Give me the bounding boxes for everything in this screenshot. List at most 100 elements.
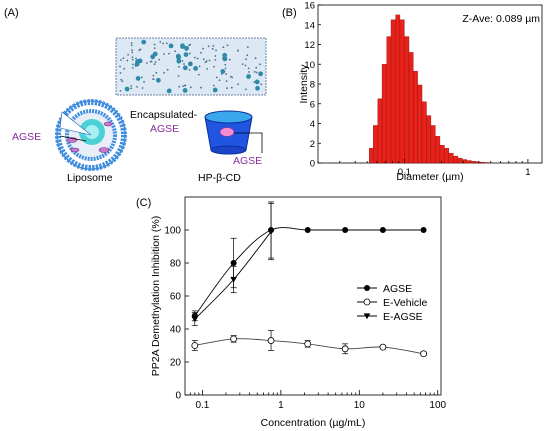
y-tick-label: 8 <box>310 80 315 91</box>
chart-c-x-axis: 0.1 1 10 100 <box>189 390 447 411</box>
solution-dot <box>141 87 144 89</box>
y-tick-label: 60 <box>170 292 182 303</box>
y-tick-label: 4 <box>310 119 315 130</box>
solution-dot <box>135 57 137 60</box>
encapsulated-cargo-label: AGSE <box>150 123 179 135</box>
solution-dot <box>178 85 181 88</box>
solution-particle <box>258 71 263 77</box>
solution-dot <box>189 63 192 66</box>
chart-b-y-label: Intensity <box>298 64 310 104</box>
solution-dot <box>207 45 210 48</box>
solution-dot <box>237 83 239 86</box>
solution-particle <box>156 77 161 83</box>
solution-dot <box>130 42 133 44</box>
solution-dot <box>188 69 191 71</box>
solution-dot <box>131 67 134 69</box>
solution-dot <box>222 46 225 49</box>
histogram-bar <box>444 147 450 164</box>
solution-dot <box>158 58 161 61</box>
histogram-bar <box>453 155 459 164</box>
solution-dot <box>130 85 133 87</box>
solution-dot <box>211 47 214 50</box>
solution-dot <box>131 51 134 54</box>
solution-dot <box>177 75 180 77</box>
solution-dot <box>159 41 162 43</box>
y-tick-label: 16 <box>304 1 315 12</box>
chart-c-points <box>191 201 427 358</box>
chart-b-x-axis: 0.1 1 <box>317 159 531 178</box>
solution-dot <box>153 47 156 49</box>
chart-b-x-label: Diameter (µm) <box>396 171 463 183</box>
histogram-bar <box>369 147 374 164</box>
chart-c-y-axis: 0 20 40 60 80 100 <box>164 226 189 402</box>
solution-dot <box>245 88 247 91</box>
histogram-bar <box>381 64 387 164</box>
solution-dot <box>200 51 202 54</box>
solution-dot <box>246 46 249 49</box>
solution-dot <box>215 76 218 79</box>
chart-b-annotation: Z-Ave: 0.089 µm <box>462 13 540 25</box>
histogram-bar <box>462 159 467 164</box>
x-tick-label: 10 <box>354 400 366 411</box>
solution-dot <box>155 71 158 74</box>
solution-dot <box>237 50 239 52</box>
series-line <box>194 231 272 320</box>
y-tick-label: 2 <box>310 139 315 150</box>
solution-dot <box>202 47 205 50</box>
solution-dot <box>188 44 191 47</box>
solution-dot <box>143 80 146 83</box>
solution-dot <box>254 57 257 60</box>
solution-dot <box>253 81 256 83</box>
solution-box <box>115 37 267 96</box>
data-point-filled-circle <box>364 285 370 291</box>
chart-c-x-label: Concentration (µg/mL) <box>261 417 366 429</box>
solution-dot <box>166 42 168 45</box>
solution-dot <box>153 63 156 66</box>
solution-particle <box>182 65 188 71</box>
y-tick-label: 40 <box>170 325 182 336</box>
solution-particle <box>141 39 147 45</box>
solution-dot <box>229 75 232 78</box>
histogram-bar <box>377 98 383 164</box>
solution-dot <box>198 65 201 68</box>
panel-c-label: (C) <box>136 197 151 209</box>
x-tick-label: 1 <box>525 167 530 178</box>
histogram-bar <box>417 84 423 164</box>
liposome-illustration <box>55 99 127 171</box>
solution-dot <box>184 84 187 87</box>
solution-dot <box>194 56 196 59</box>
solution-particle <box>135 76 141 81</box>
data-point-open-circle <box>267 337 275 344</box>
solution-dot <box>245 58 248 61</box>
y-tick-label: 10 <box>304 60 315 71</box>
solution-dot <box>126 59 129 62</box>
solution-dot <box>215 49 218 52</box>
histogram-bar <box>404 36 410 164</box>
y-tick-label: 12 <box>304 40 315 51</box>
data-point-open-circle <box>379 343 387 351</box>
solution-dot <box>196 57 199 60</box>
data-point-filled-circle <box>230 260 237 266</box>
solution-dot <box>153 43 156 46</box>
histogram-bar <box>390 19 396 164</box>
solution-dot <box>206 68 209 70</box>
solution-dot <box>152 74 155 77</box>
data-point-open-circle <box>341 345 349 353</box>
solution-dot <box>224 63 227 66</box>
panel-b-label: (B) <box>282 7 297 19</box>
solution-dot <box>120 78 123 81</box>
solution-dot <box>231 76 234 79</box>
solution-particle <box>137 58 143 64</box>
solution-dot <box>130 87 133 90</box>
encapsulated-label: Encapsulated- <box>130 109 198 121</box>
solution-dot <box>226 44 229 47</box>
solution-dot <box>226 87 228 90</box>
solution-dot <box>123 67 125 70</box>
solution-dot <box>246 54 249 57</box>
y-tick-label: 0 <box>175 391 181 402</box>
solution-dot <box>228 58 231 61</box>
solution-dot <box>259 74 262 76</box>
solution-dot <box>130 44 133 47</box>
